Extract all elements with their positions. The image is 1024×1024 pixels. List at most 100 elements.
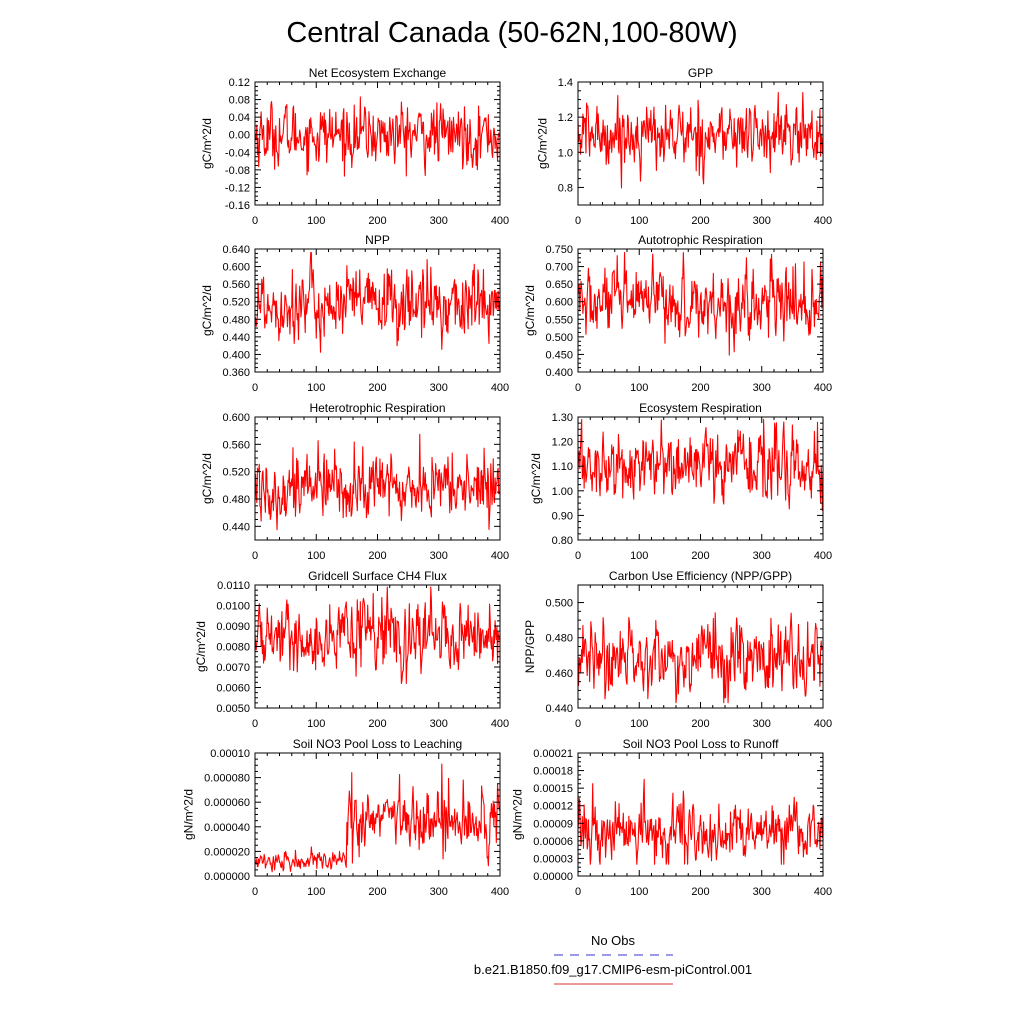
y-tick-label: 0.440 (222, 332, 250, 344)
panel-7: Gridcell Surface CH4 Flux 0 100 200 300 400 0.… (194, 569, 509, 730)
y-tick-label: 0.00015 (533, 783, 573, 795)
y-tick-label: 0.500 (545, 332, 573, 344)
x-tick-label: 400 (491, 550, 509, 562)
y-tick-label: 0.480 (222, 314, 250, 326)
y-tick-label: 1.00 (552, 486, 573, 498)
x-tick-label: 100 (307, 215, 325, 227)
y-tick-label: 0.440 (222, 521, 250, 533)
x-tick-label: 400 (491, 886, 509, 898)
y-tick-label: 0.00009 (533, 818, 573, 830)
x-tick-label: 0 (252, 550, 258, 562)
y-tick-label: 0.0090 (216, 621, 250, 633)
x-tick-label: 200 (691, 382, 709, 394)
y-tick-label: 1.4 (558, 77, 573, 89)
y-tick-label: 0.000060 (204, 797, 250, 809)
y-axis-label: gC/m^2/d (200, 285, 214, 336)
panel-title: Soil NO3 Pool Loss to Runoff (623, 737, 780, 751)
series-line (254, 96, 500, 177)
x-tick-label: 0 (252, 382, 258, 394)
x-tick-label: 100 (630, 215, 648, 227)
y-axis-label: gC/m^2/d (200, 118, 214, 169)
x-tick-label: 100 (630, 382, 648, 394)
x-tick-label: 0 (575, 215, 581, 227)
x-tick-label: 0 (252, 718, 258, 730)
y-tick-label: 0.00000 (533, 871, 573, 883)
x-tick-label: 200 (691, 550, 709, 562)
y-tick-label: 0.00 (229, 130, 250, 142)
y-axis-label: gN/m^2/d (511, 789, 525, 840)
x-tick-label: 300 (430, 215, 448, 227)
y-tick-label: 0.8 (558, 182, 573, 194)
y-tick-label: 0.750 (545, 244, 573, 256)
legend-obs-label: No Obs (591, 933, 636, 948)
x-tick-label: 0 (575, 550, 581, 562)
x-tick-label: 400 (814, 718, 832, 730)
panel-grid: Net Ecosystem Exchange 0 100 200 300 400 -0.16… (181, 66, 832, 898)
panel-title: Soil NO3 Pool Loss to Leaching (293, 737, 462, 751)
series-line (254, 763, 500, 873)
y-tick-label: 0.90 (552, 510, 573, 522)
x-tick-label: 400 (814, 215, 832, 227)
panel-title: Ecosystem Respiration (639, 401, 762, 415)
x-tick-label: 200 (368, 215, 386, 227)
x-tick-label: 300 (430, 550, 448, 562)
panel-title: GPP (688, 66, 713, 80)
y-tick-label: 0.700 (545, 262, 573, 274)
series-line (577, 612, 823, 704)
x-tick-label: 0 (575, 718, 581, 730)
y-tick-label: 0.360 (222, 367, 250, 379)
y-tick-label: 0.450 (545, 349, 573, 361)
y-tick-label: 0.00006 (533, 836, 573, 848)
y-tick-label: -0.08 (225, 165, 250, 177)
panel-title: Heterotrophic Respiration (309, 401, 445, 415)
panel-4: Autotrophic Respiration 0 100 200 300 400 0.40… (523, 233, 832, 394)
y-tick-label: 0.460 (545, 668, 573, 680)
x-tick-label: 300 (430, 718, 448, 730)
y-axis-label: gN/m^2/d (181, 789, 195, 840)
panel-3: NPP 0 100 200 300 400 0.360 0.400 0.440 0.480 0.52… (200, 233, 509, 394)
x-tick-label: 400 (491, 382, 509, 394)
y-tick-label: 0.550 (545, 314, 573, 326)
panel-1: Net Ecosystem Exchange 0 100 200 300 400 -0.16… (200, 66, 509, 227)
series-line (577, 418, 823, 511)
x-tick-label: 200 (368, 550, 386, 562)
x-tick-label: 100 (630, 550, 648, 562)
figure-title: Central Canada (50-62N,100-80W) (286, 17, 737, 49)
y-tick-label: 0.400 (545, 367, 573, 379)
x-tick-label: 300 (753, 215, 771, 227)
x-tick-label: 200 (368, 382, 386, 394)
x-tick-label: 100 (307, 382, 325, 394)
panel-9: Soil NO3 Pool Loss to Leaching 0 100 200 300… (181, 737, 509, 898)
y-tick-label: 0.400 (222, 349, 250, 361)
y-axis-label: gC/m^2/d (200, 453, 214, 504)
x-tick-label: 0 (575, 382, 581, 394)
x-tick-label: 400 (814, 886, 832, 898)
y-tick-label: 0.00018 (533, 766, 573, 778)
series-line (254, 433, 500, 531)
plot-frame (254, 81, 501, 206)
y-tick-label: -0.12 (225, 182, 250, 194)
x-tick-label: 100 (630, 718, 648, 730)
y-tick-label: 0.00003 (533, 853, 573, 865)
y-tick-label: 1.0 (558, 147, 573, 159)
y-tick-label: 0.440 (545, 703, 573, 715)
y-tick-label: 0.0080 (216, 642, 250, 654)
x-tick-label: 400 (491, 215, 509, 227)
y-tick-label: 1.10 (552, 461, 573, 473)
legend-model-label: b.e21.B1850.f09_g17.CMIP6-esm-piControl.… (474, 962, 752, 977)
y-tick-label: 0.0060 (216, 683, 250, 695)
y-tick-label: 0.520 (222, 297, 250, 309)
panel-5: Heterotrophic Respiration 0 100 200 300 400 0.… (200, 401, 509, 562)
y-tick-label: 1.20 (552, 437, 573, 449)
y-tick-label: 0.000040 (204, 822, 250, 834)
y-tick-label: 0.600 (222, 412, 250, 424)
x-tick-label: 300 (430, 886, 448, 898)
series-line (254, 586, 500, 684)
y-tick-label: 0.04 (229, 112, 250, 124)
panel-10: Soil NO3 Pool Loss to Runoff 0 100 200 300 40… (511, 737, 833, 898)
x-tick-label: 100 (630, 886, 648, 898)
y-tick-label: 0.520 (222, 467, 250, 479)
y-tick-label: 0.000080 (204, 773, 250, 785)
y-tick-label: 0.560 (222, 279, 250, 291)
